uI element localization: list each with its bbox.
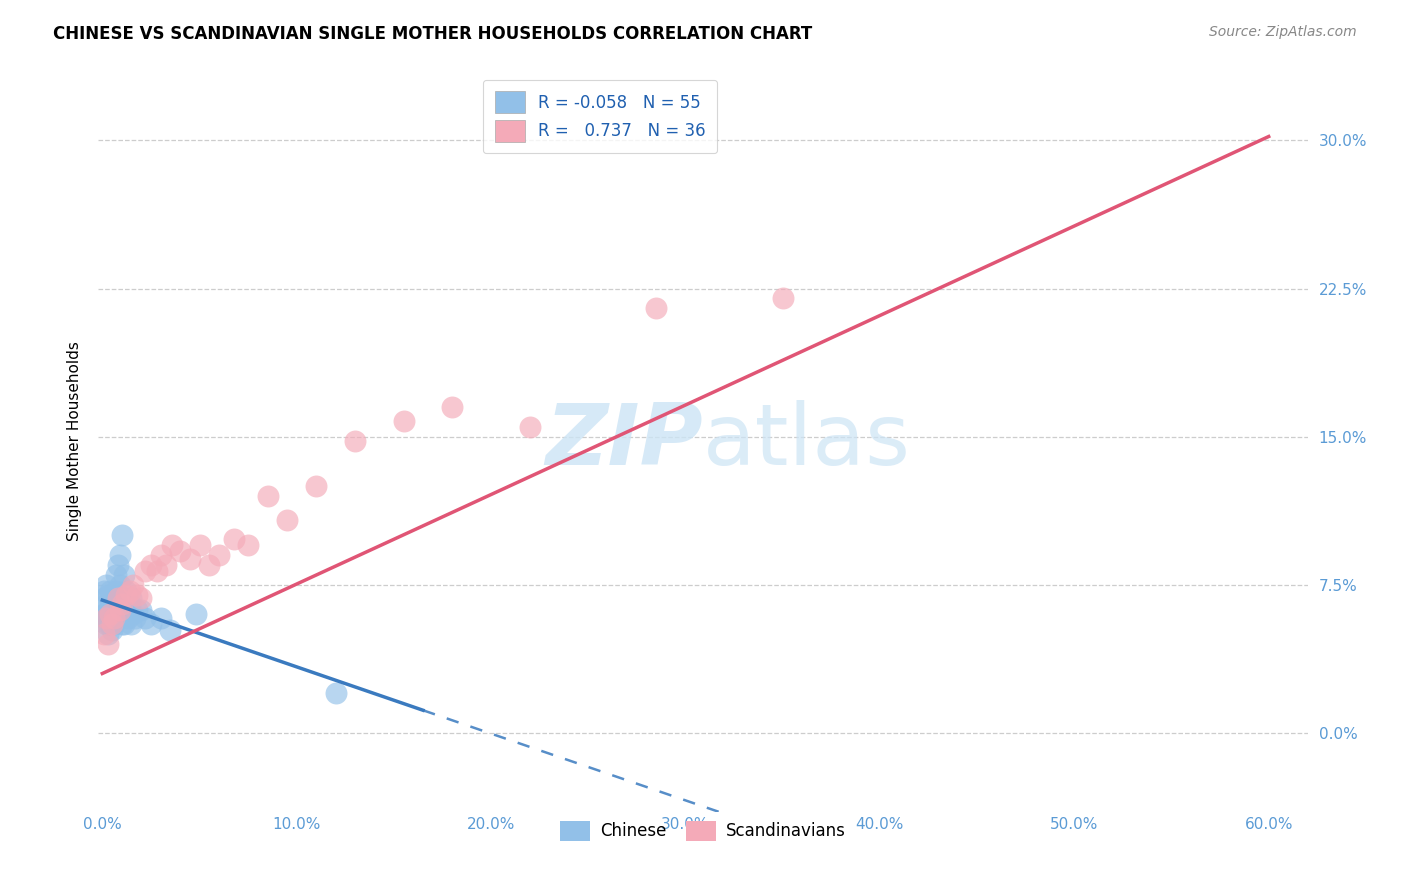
Text: Source: ZipAtlas.com: Source: ZipAtlas.com — [1209, 25, 1357, 39]
Point — [124, 611, 146, 625]
Point — [111, 617, 134, 632]
Point — [121, 617, 143, 632]
Point — [112, 567, 135, 582]
Point — [276, 512, 298, 526]
Point — [97, 588, 120, 602]
Point — [111, 591, 134, 606]
Point — [392, 414, 415, 428]
Point — [188, 538, 211, 552]
Point — [97, 627, 120, 641]
Point — [118, 598, 141, 612]
Point — [104, 583, 127, 598]
Point — [118, 583, 141, 598]
Text: atlas: atlas — [703, 400, 911, 483]
Point — [107, 607, 129, 622]
Point — [155, 558, 177, 572]
Point — [162, 538, 184, 552]
Point — [149, 611, 172, 625]
Point — [645, 301, 668, 316]
Point — [441, 400, 464, 414]
Point — [108, 603, 131, 617]
Point — [101, 617, 124, 632]
Point — [519, 419, 541, 434]
Point — [103, 617, 125, 632]
Point — [101, 611, 124, 625]
Point — [96, 617, 118, 632]
Point — [145, 564, 167, 578]
Point — [97, 611, 120, 625]
Point — [98, 617, 121, 632]
Point — [129, 591, 152, 606]
Point — [122, 607, 145, 622]
Legend: Chinese, Scandinavians: Chinese, Scandinavians — [553, 814, 853, 847]
Point — [96, 577, 118, 591]
Point — [103, 603, 125, 617]
Point — [103, 611, 125, 625]
Point — [305, 479, 328, 493]
Point — [114, 607, 136, 622]
Point — [103, 607, 125, 622]
Point — [184, 607, 207, 622]
Point — [122, 577, 145, 591]
Point — [179, 552, 201, 566]
Point — [772, 292, 794, 306]
Point — [134, 611, 156, 625]
Point — [208, 548, 231, 562]
Point — [159, 623, 181, 637]
Point — [198, 558, 221, 572]
Point — [104, 611, 127, 625]
Point — [108, 548, 131, 562]
Text: CHINESE VS SCANDINAVIAN SINGLE MOTHER HOUSEHOLDS CORRELATION CHART: CHINESE VS SCANDINAVIAN SINGLE MOTHER HO… — [53, 25, 813, 43]
Point — [224, 533, 246, 547]
Point — [96, 598, 118, 612]
Point — [344, 434, 367, 448]
Point — [325, 686, 347, 700]
Point — [121, 591, 143, 606]
Point — [101, 607, 124, 622]
Point — [98, 607, 121, 622]
Point — [96, 611, 118, 625]
Point — [93, 607, 115, 622]
Point — [111, 598, 134, 612]
Text: ZIP: ZIP — [546, 400, 703, 483]
Point — [127, 588, 149, 602]
Point — [134, 564, 156, 578]
Point — [107, 591, 129, 606]
Point — [103, 591, 125, 606]
Point — [101, 588, 124, 602]
Point — [114, 588, 136, 602]
Point — [98, 607, 121, 622]
Point — [236, 538, 259, 552]
Point — [139, 617, 162, 632]
Point — [104, 567, 127, 582]
Point — [93, 591, 115, 606]
Point — [93, 583, 115, 598]
Point — [97, 603, 120, 617]
Point — [139, 558, 162, 572]
Point — [127, 603, 149, 617]
Point — [101, 598, 124, 612]
Point — [96, 611, 118, 625]
Point — [117, 611, 139, 625]
Point — [256, 489, 278, 503]
Point — [114, 583, 136, 598]
Point — [169, 544, 191, 558]
Point — [93, 627, 115, 641]
Y-axis label: Single Mother Households: Single Mother Households — [66, 342, 82, 541]
Point — [149, 548, 172, 562]
Point — [107, 598, 129, 612]
Point — [107, 558, 129, 572]
Point — [96, 607, 118, 622]
Point — [129, 603, 152, 617]
Point — [98, 583, 121, 598]
Point — [101, 623, 124, 637]
Point — [98, 593, 121, 607]
Point — [97, 617, 120, 632]
Point — [108, 577, 131, 591]
Point — [111, 528, 134, 542]
Point — [97, 637, 120, 651]
Point — [112, 617, 135, 632]
